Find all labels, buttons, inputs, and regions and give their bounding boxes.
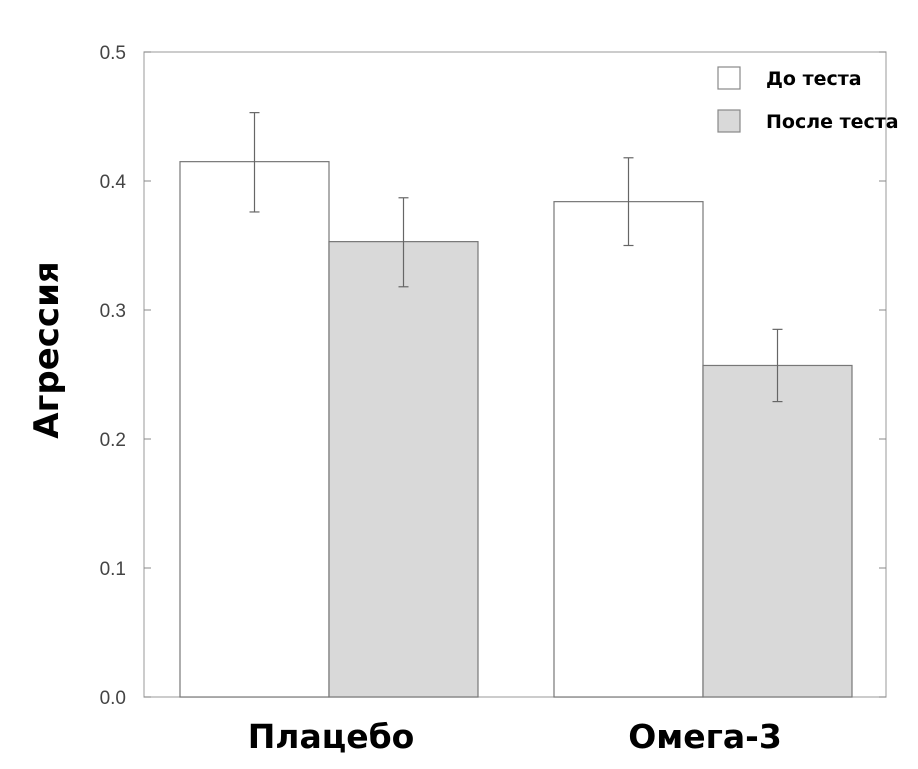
y-tick-label: 0.3 xyxy=(100,301,126,322)
bar xyxy=(702,364,853,698)
error-bar-group xyxy=(249,112,783,403)
y-axis-ticks: 0.0 0.1 0.2 0.3 0.4 0.5 xyxy=(100,43,886,709)
x-category-label: Омега-3 xyxy=(628,717,782,756)
y-tick-label: 0.5 xyxy=(100,43,126,64)
y-tick-label: 0.0 xyxy=(100,688,126,709)
bar xyxy=(553,201,704,698)
y-tick-label: 0.2 xyxy=(100,430,126,451)
legend: До теста После теста xyxy=(717,66,899,133)
bar-group xyxy=(179,161,853,698)
legend-swatch xyxy=(717,66,741,90)
bar xyxy=(328,241,479,698)
y-axis-title: Агрессия xyxy=(27,261,67,438)
category-labels: Плацебо Омега-3 xyxy=(248,717,782,756)
y-tick-label: 0.1 xyxy=(100,559,126,580)
plot-frame xyxy=(143,51,887,698)
legend-label: До теста xyxy=(766,68,862,90)
legend-label: После теста xyxy=(766,111,899,133)
y-tick-label: 0.4 xyxy=(100,172,127,193)
x-category-label: Плацебо xyxy=(248,717,415,756)
bar xyxy=(179,161,330,698)
legend-swatch xyxy=(717,109,741,133)
